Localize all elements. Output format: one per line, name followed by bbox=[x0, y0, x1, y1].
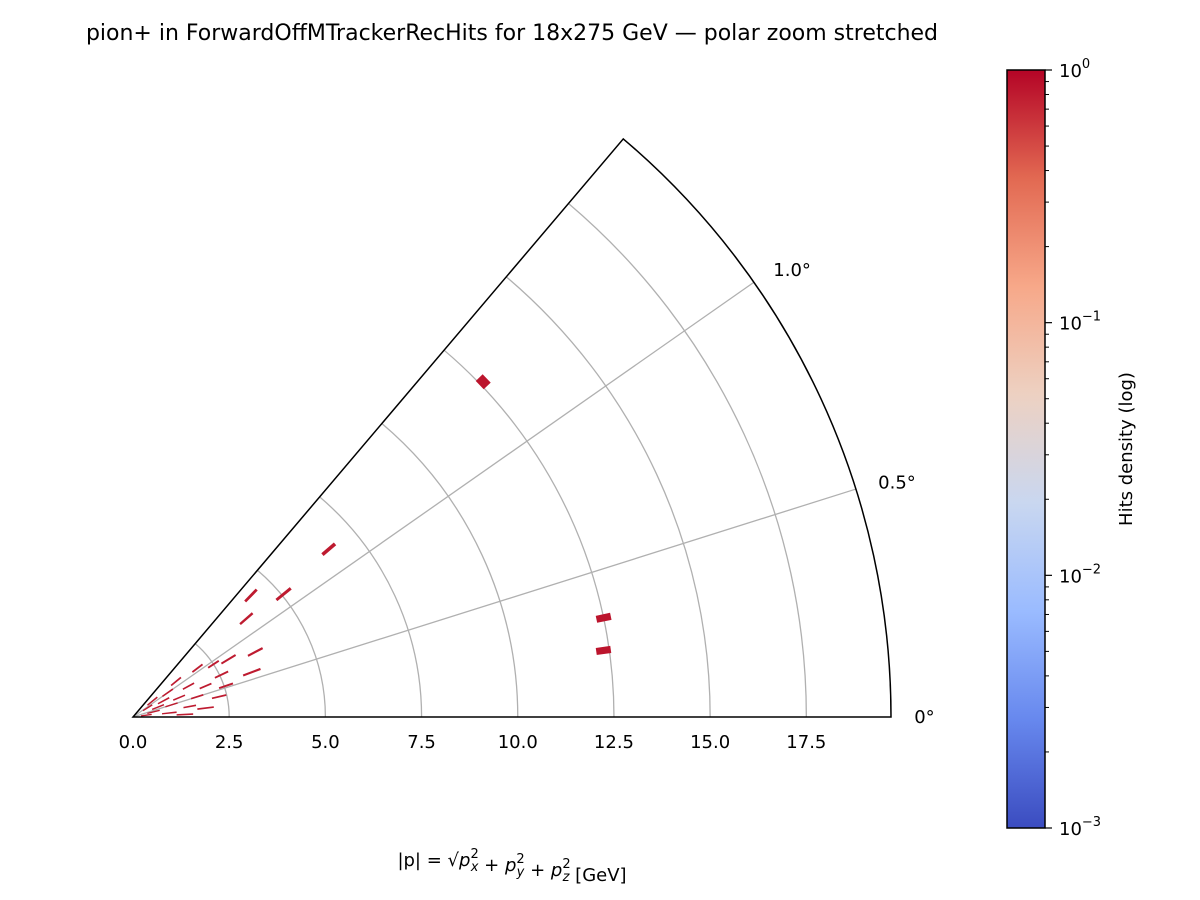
wedge-frame bbox=[131, 137, 892, 718]
hit-marker bbox=[244, 588, 258, 603]
r-tick-label: 2.5 bbox=[215, 732, 244, 753]
hit-marker bbox=[247, 647, 264, 657]
hit-marker bbox=[218, 682, 234, 690]
r-grid-arc bbox=[319, 496, 423, 718]
r-grid-arc bbox=[381, 423, 519, 718]
hit-marker bbox=[157, 697, 170, 705]
r-tick-label: 7.5 bbox=[407, 732, 436, 753]
hit-marker bbox=[183, 704, 197, 709]
xlabel-sup: 2 bbox=[516, 852, 524, 867]
hit-marker bbox=[239, 612, 254, 625]
theta-tick-label: 1.0° bbox=[773, 260, 811, 281]
hit-marker bbox=[595, 612, 612, 623]
hit-marker bbox=[214, 670, 229, 679]
xlabel-sup: 2 bbox=[562, 857, 570, 872]
hit-marker bbox=[211, 694, 227, 700]
hit-markers bbox=[140, 374, 612, 717]
r-tick-label: 12.5 bbox=[594, 732, 634, 753]
xlabel-plus: + bbox=[478, 855, 505, 876]
hit-marker bbox=[165, 702, 178, 708]
hit-marker bbox=[146, 696, 158, 706]
xlabel-p: p bbox=[458, 850, 470, 871]
colorbar-tick-label: 100 bbox=[1059, 57, 1090, 82]
r-tick-label: 10.0 bbox=[498, 732, 538, 753]
colorbar-tick-label: 10−2 bbox=[1059, 562, 1101, 587]
theta-grid-line bbox=[132, 488, 857, 718]
xlabel-unit: [GeV] bbox=[569, 865, 626, 886]
r-tick-labels: 0.0 2.5 5.0 7.5 10.0 12.5 15.0 17.5 bbox=[119, 732, 827, 753]
polar-frame bbox=[131, 137, 892, 718]
theta-grid-line bbox=[132, 281, 755, 718]
xlabel-plus: + bbox=[524, 860, 551, 881]
theta-tick-labels: 0° 0.5° 1.0° bbox=[773, 260, 934, 728]
hit-marker bbox=[142, 704, 153, 712]
r-grid-arc bbox=[194, 643, 230, 718]
hit-marker bbox=[147, 709, 160, 715]
r-grid-arc bbox=[443, 349, 615, 718]
colorbar-ticks: 100 10−1 10−2 10−3 bbox=[1045, 57, 1101, 840]
hit-marker bbox=[140, 713, 152, 717]
xlabel-sub: x bbox=[470, 860, 479, 875]
hit-marker bbox=[197, 706, 214, 710]
colorbar-tick-label: 10−3 bbox=[1059, 815, 1101, 840]
hit-marker bbox=[172, 694, 186, 701]
xlabel-sub: z bbox=[562, 870, 571, 885]
theta-tick-label: 0.5° bbox=[878, 473, 916, 494]
xlabel-p: p bbox=[504, 855, 516, 876]
r-grid-arc bbox=[568, 202, 807, 718]
chart-title: pion+ in ForwardOffMTrackerRecHits for 1… bbox=[86, 21, 938, 46]
xlabel-lhs: |p| = √ bbox=[397, 850, 459, 871]
hit-marker bbox=[176, 713, 194, 716]
r-tick-label: 5.0 bbox=[311, 732, 340, 753]
colorbar-tick-label: 10−1 bbox=[1059, 310, 1101, 335]
colorbar: 100 10−1 10−2 10−3 Hits density (log) bbox=[1006, 57, 1137, 840]
hit-marker bbox=[321, 542, 337, 556]
r-tick-label: 15.0 bbox=[690, 732, 730, 753]
hit-marker bbox=[242, 667, 261, 677]
x-axis-label: |p| = √p2 x + p2 y + p2 z [GeV] bbox=[397, 847, 626, 886]
polar-grid bbox=[132, 202, 857, 718]
xlabel-p: p bbox=[550, 860, 562, 881]
hit-marker bbox=[220, 654, 237, 665]
hit-marker bbox=[207, 659, 220, 669]
hit-marker bbox=[475, 374, 491, 390]
r-tick-label: 0.0 bbox=[119, 732, 148, 753]
hit-marker bbox=[170, 676, 182, 687]
r-grid-arc bbox=[505, 276, 711, 718]
theta-tick-label: 0° bbox=[914, 707, 934, 728]
hit-marker bbox=[161, 711, 177, 715]
hit-marker bbox=[595, 645, 612, 655]
hit-marker bbox=[275, 587, 292, 602]
r-grid-arc bbox=[257, 569, 327, 718]
hit-marker bbox=[151, 703, 165, 711]
xlabel-sup: 2 bbox=[470, 847, 478, 862]
colorbar-gradient bbox=[1006, 69, 1046, 829]
hit-marker bbox=[162, 688, 174, 698]
colorbar-label: Hits density (log) bbox=[1116, 372, 1137, 526]
hit-marker bbox=[191, 663, 204, 673]
hit-marker bbox=[190, 694, 204, 700]
hit-marker bbox=[199, 682, 212, 690]
r-tick-label: 17.5 bbox=[786, 732, 826, 753]
hit-marker bbox=[182, 682, 195, 690]
xlabel-sub: y bbox=[516, 865, 525, 880]
